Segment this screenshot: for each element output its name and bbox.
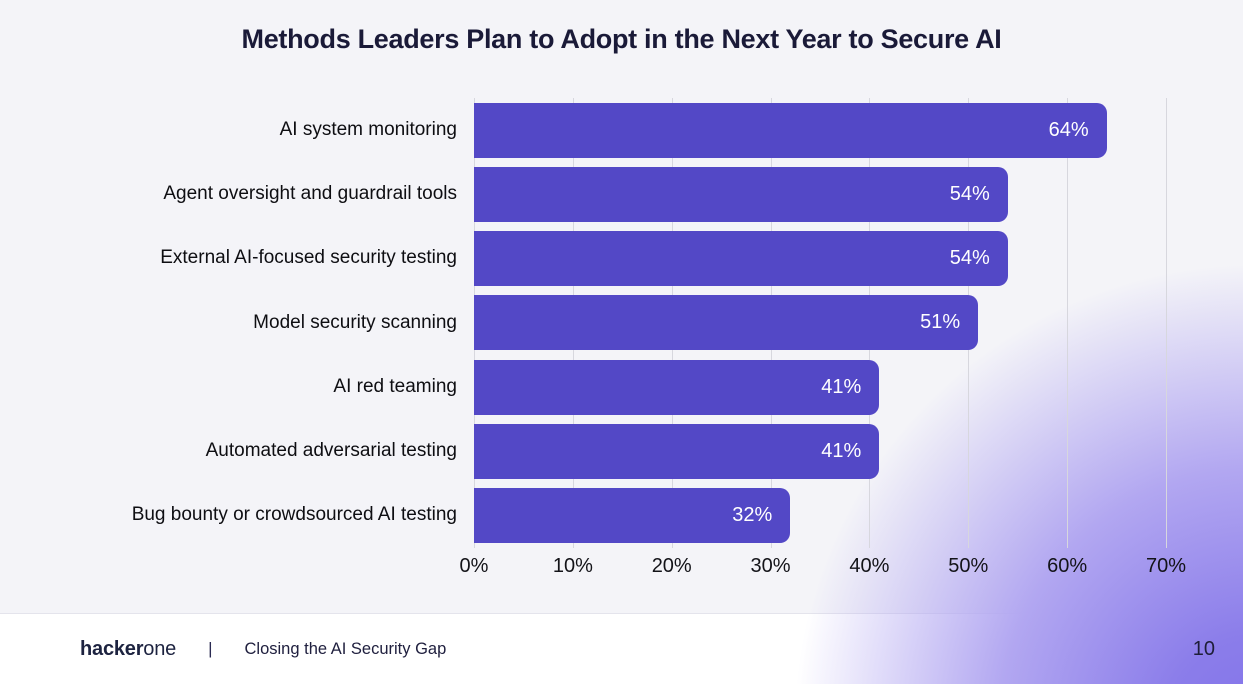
bar: 54%: [474, 231, 1008, 287]
bar-value-label: 54%: [949, 182, 990, 205]
bar: 41%: [474, 359, 880, 415]
bar-value-label: 41%: [821, 440, 862, 463]
x-tick-label: 50%: [948, 555, 989, 577]
category-label: AI system monitoring: [279, 118, 457, 140]
footer: hackerone | Closing the AI Security Gap …: [0, 613, 1243, 684]
bar-track: 64%: [474, 102, 1166, 158]
x-tick-label: 60%: [1047, 555, 1088, 577]
bar-track: 41%: [474, 424, 1166, 480]
x-tick-label: 0%: [459, 555, 489, 577]
bar: 32%: [474, 488, 791, 544]
bar-value-label: 32%: [732, 504, 773, 527]
bar-row: AI system monitoring 64%: [0, 98, 1166, 162]
bar-track: 54%: [474, 231, 1166, 287]
gridline: [1166, 98, 1167, 548]
bar: 41%: [474, 424, 880, 480]
bar-value-label: 51%: [920, 311, 961, 334]
logo-text-light: one: [143, 637, 177, 660]
bar-row: Model security scanning 51%: [0, 291, 1166, 355]
footer-content: hackerone | Closing the AI Security Gap …: [0, 614, 1243, 684]
report-title: Closing the AI Security Gap: [244, 639, 447, 658]
category-label: Agent oversight and guardrail tools: [163, 183, 457, 205]
footer-divider: |: [208, 639, 213, 658]
x-tick-label: 40%: [849, 555, 890, 577]
bar-rows: AI system monitoring 64% Agent oversight a…: [0, 98, 1166, 548]
category-label: AI red teaming: [333, 375, 457, 397]
category-label: Model security scanning: [253, 311, 457, 333]
hackerone-logo: hackerone: [80, 638, 176, 661]
bar-value-label: 41%: [821, 375, 862, 398]
page-number: 10: [1192, 637, 1215, 660]
category-label: Bug bounty or crowdsourced AI testing: [131, 504, 457, 526]
bar-row: Agent oversight and guardrail tools 54%: [0, 162, 1166, 226]
bar-track: 41%: [474, 359, 1166, 415]
bar: 54%: [474, 166, 1008, 222]
x-axis: 0% 10% 20% 30% 40% 50% 60% 70%: [460, 555, 1186, 585]
bar: 51%: [474, 295, 979, 351]
category-label: Automated adversarial testing: [205, 440, 457, 462]
category-label: External AI-focused security testing: [160, 247, 457, 269]
x-tick-label: 70%: [1145, 555, 1187, 577]
bar: 64%: [474, 102, 1107, 158]
x-tick-label: 20%: [651, 555, 692, 577]
bar-track: 54%: [474, 166, 1166, 222]
chart-title: Methods Leaders Plan to Adopt in the Nex…: [241, 24, 1002, 54]
bar-track: 51%: [474, 295, 1166, 351]
bar-row: External AI-focused security testing 54%: [0, 227, 1166, 291]
bar-row: Bug bounty or crowdsourced AI testing 32%: [0, 484, 1166, 548]
logo-text-bold: hacker: [80, 637, 144, 660]
bar-row: AI red teaming 41%: [0, 355, 1166, 419]
x-tick-label: 30%: [750, 555, 791, 577]
bar-row: Automated adversarial testing 41%: [0, 419, 1166, 483]
bar-track: 32%: [474, 488, 1166, 544]
x-tick-label: 10%: [552, 555, 593, 577]
bar-value-label: 64%: [1048, 118, 1089, 141]
bar-value-label: 54%: [949, 247, 990, 270]
